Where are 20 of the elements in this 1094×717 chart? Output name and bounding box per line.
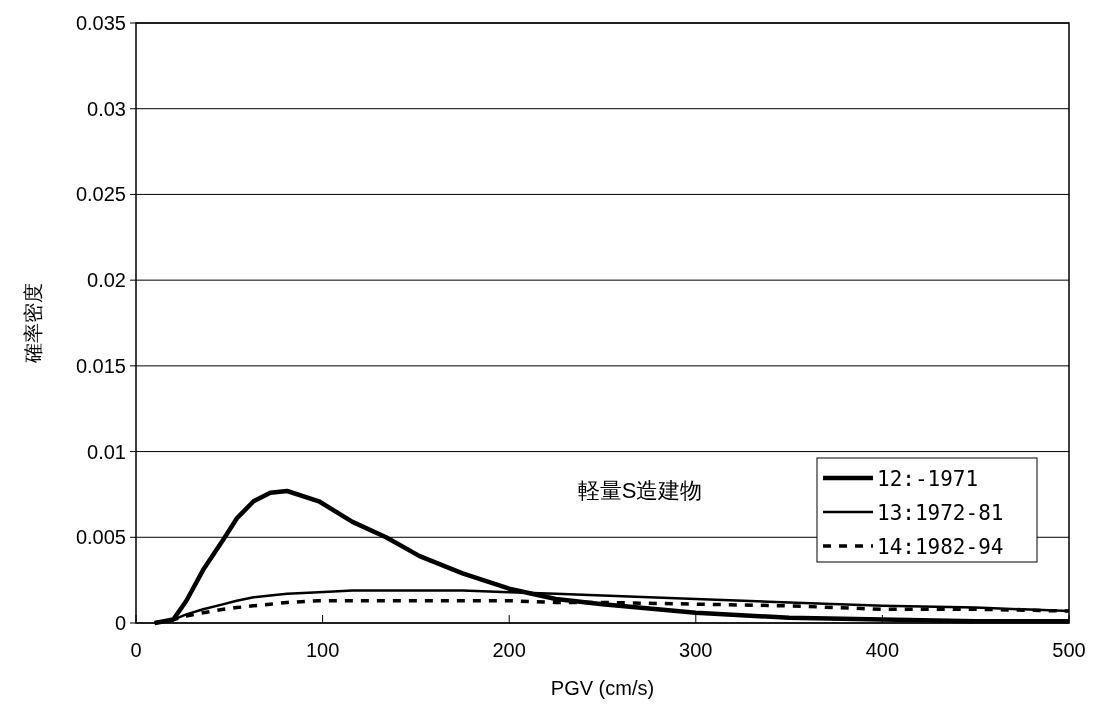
y-tick-label: 0.025 bbox=[75, 183, 126, 206]
x-tick-label: 400 bbox=[865, 639, 900, 661]
x-tick-label: 200 bbox=[492, 639, 526, 661]
legend-label: 14:1982-94 bbox=[877, 535, 1004, 559]
y-tick-label: 0.01 bbox=[87, 440, 126, 463]
legend-label: 12:-1971 bbox=[877, 467, 979, 491]
y-tick-label: 0.035 bbox=[75, 12, 126, 34]
annotation: 軽量S造建物 bbox=[577, 478, 703, 503]
y-tick-label: 0 bbox=[114, 612, 126, 634]
legend-label: 13:1972-81 bbox=[877, 501, 1004, 525]
y-tick-label: 0.03 bbox=[87, 97, 126, 120]
x-tick-label: 500 bbox=[1052, 639, 1086, 661]
x-tick-label: 300 bbox=[679, 639, 713, 661]
x-tick-label: 100 bbox=[305, 639, 340, 661]
y-tick-label: 0.005 bbox=[75, 526, 126, 549]
x-tick-label: 0 bbox=[130, 639, 142, 661]
y-tick-label: 0.015 bbox=[75, 354, 126, 377]
y-axis-title: 確率密度 bbox=[22, 283, 44, 364]
y-tick-label: 0.02 bbox=[87, 269, 126, 292]
x-axis-title: PGV (cm/s) bbox=[550, 677, 655, 699]
